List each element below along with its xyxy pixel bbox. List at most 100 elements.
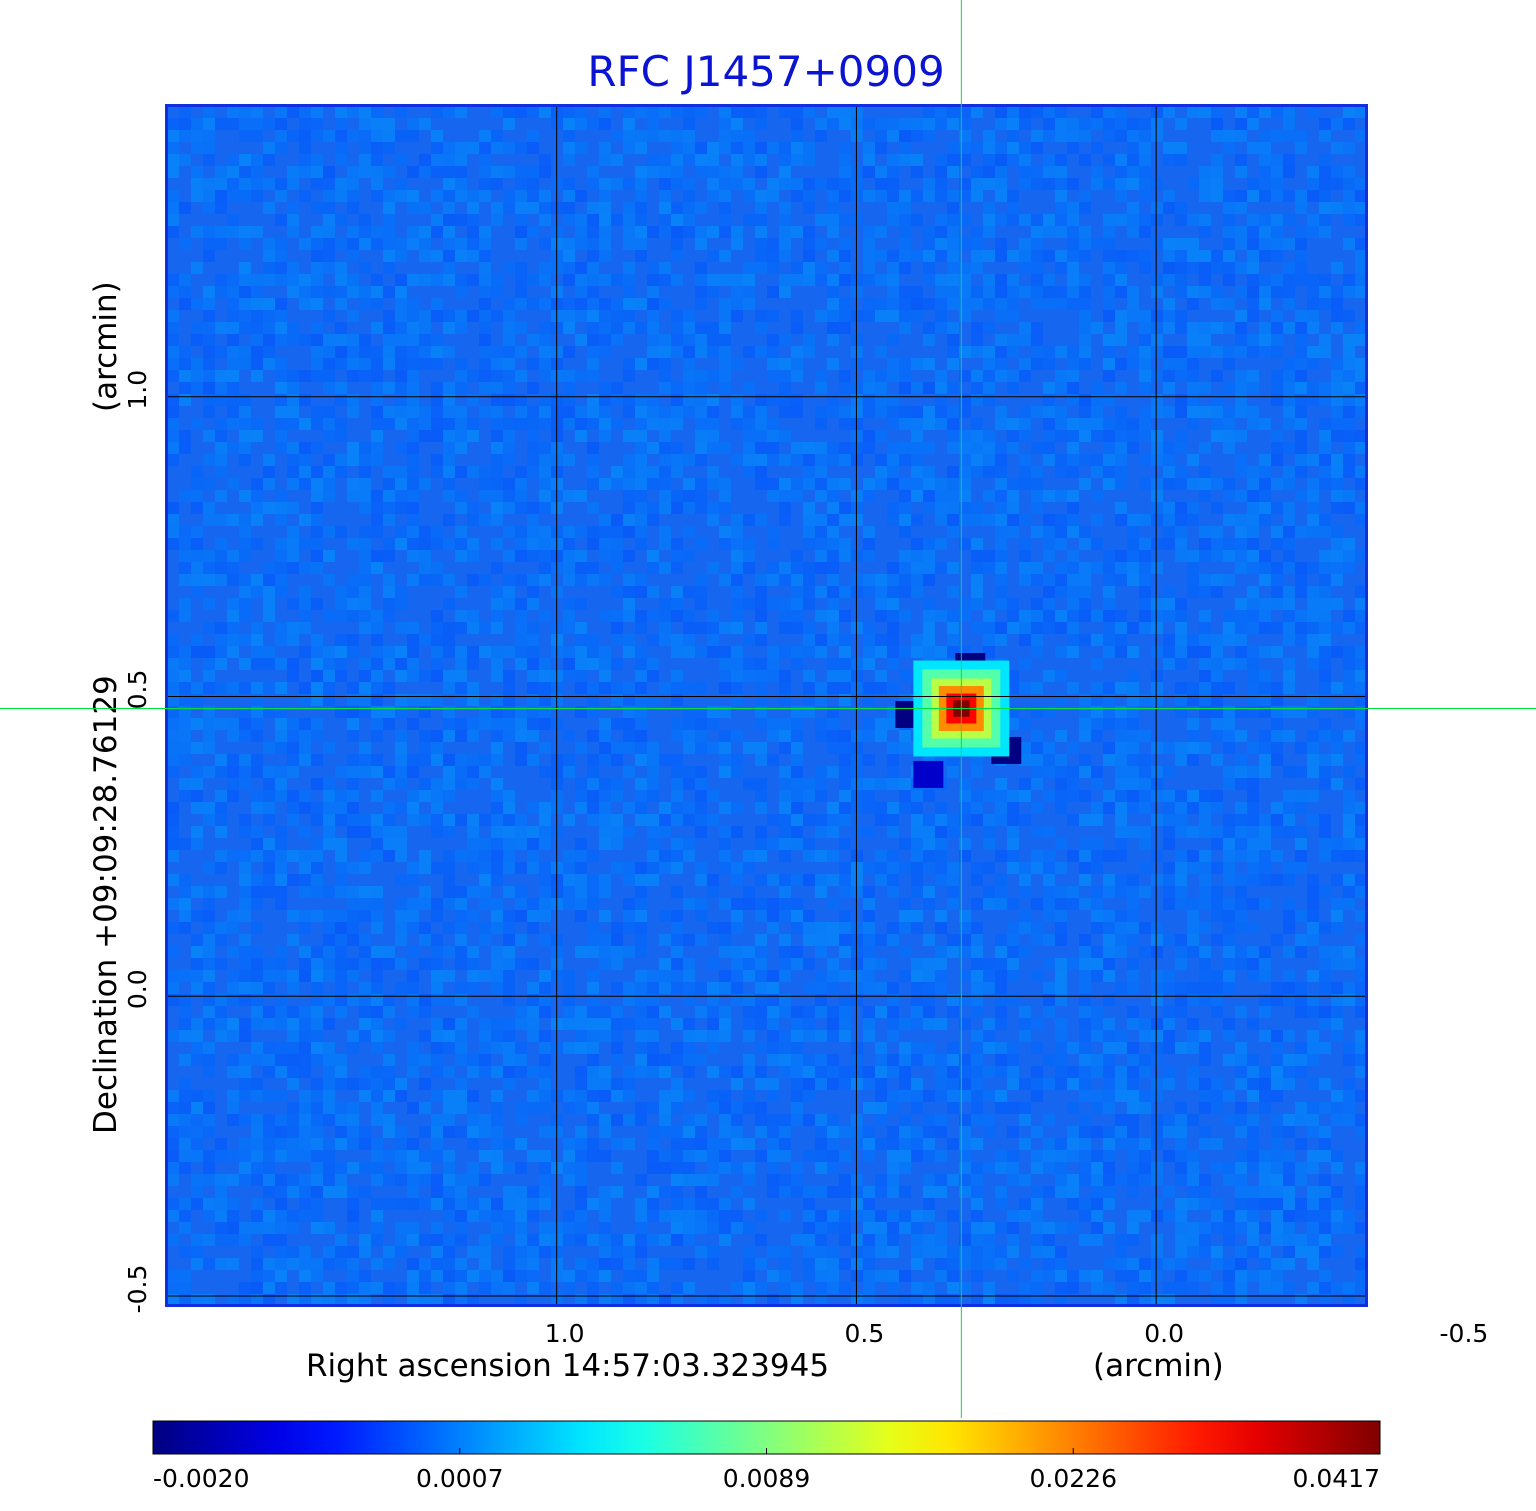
noise-cell — [635, 790, 647, 802]
noise-cell — [683, 898, 695, 910]
noise-cell — [227, 682, 239, 694]
noise-cell — [203, 154, 215, 166]
noise-cell — [1355, 238, 1366, 250]
noise-cell — [887, 394, 899, 406]
noise-cell — [395, 838, 407, 850]
noise-cell — [431, 634, 443, 646]
noise-cell — [251, 418, 263, 430]
noise-cell — [851, 310, 863, 322]
noise-cell — [707, 646, 719, 658]
noise-cell — [1031, 850, 1043, 862]
noise-cell — [647, 298, 659, 310]
noise-cell — [791, 130, 803, 142]
noise-cell — [1139, 142, 1151, 154]
noise-cell — [707, 154, 719, 166]
noise-cell — [1223, 478, 1235, 490]
noise-cell — [179, 382, 191, 394]
noise-cell — [1259, 706, 1271, 718]
noise-cell — [299, 118, 311, 130]
noise-cell — [1307, 298, 1319, 310]
noise-cell — [1331, 538, 1343, 550]
noise-cell — [671, 970, 683, 982]
noise-cell — [683, 190, 695, 202]
noise-cell — [767, 874, 779, 886]
noise-cell — [1187, 562, 1199, 574]
noise-cell — [311, 202, 323, 214]
noise-cell — [863, 154, 875, 166]
noise-cell — [1175, 982, 1187, 994]
noise-cell — [1355, 994, 1366, 1006]
noise-cell — [455, 550, 467, 562]
noise-cell — [1175, 634, 1187, 646]
noise-cell — [527, 274, 539, 286]
noise-cell — [479, 814, 491, 826]
noise-cell — [863, 1018, 875, 1030]
noise-cell — [755, 598, 767, 610]
noise-cell — [1247, 670, 1259, 682]
noise-cell — [167, 694, 179, 706]
noise-cell — [1343, 310, 1355, 322]
noise-cell — [1283, 586, 1295, 598]
noise-cell — [791, 742, 803, 754]
noise-cell — [1319, 466, 1331, 478]
noise-cell — [779, 778, 791, 790]
noise-cell — [467, 826, 479, 838]
noise-cell — [863, 946, 875, 958]
noise-cell — [215, 490, 227, 502]
noise-cell — [1331, 382, 1343, 394]
noise-cell — [623, 586, 635, 598]
noise-cell — [1091, 766, 1103, 778]
noise-cell — [659, 466, 671, 478]
noise-cell — [719, 250, 731, 262]
noise-cell — [791, 154, 803, 166]
noise-cell — [275, 274, 287, 286]
noise-cell — [983, 886, 995, 898]
noise-cell — [1307, 910, 1319, 922]
noise-cell — [515, 886, 527, 898]
noise-cell — [467, 610, 479, 622]
noise-cell — [1067, 598, 1079, 610]
noise-cell — [851, 766, 863, 778]
noise-cell — [299, 1006, 311, 1018]
noise-cell — [311, 1006, 323, 1018]
noise-cell — [1355, 358, 1366, 370]
noise-cell — [191, 166, 203, 178]
noise-cell — [1211, 754, 1223, 766]
noise-cell — [1355, 382, 1366, 394]
noise-cell — [479, 478, 491, 490]
noise-cell — [1283, 406, 1295, 418]
noise-cell — [911, 862, 923, 874]
noise-cell — [299, 1030, 311, 1042]
noise-cell — [203, 346, 215, 358]
noise-cell — [1247, 826, 1259, 838]
noise-cell — [335, 598, 347, 610]
noise-cell — [443, 886, 455, 898]
noise-cell — [695, 238, 707, 250]
noise-cell — [659, 274, 671, 286]
noise-cell — [995, 406, 1007, 418]
noise-cell — [251, 694, 263, 706]
noise-cell — [395, 982, 407, 994]
noise-cell — [539, 202, 551, 214]
noise-cell — [407, 274, 419, 286]
noise-cell — [467, 886, 479, 898]
noise-cell — [1043, 934, 1055, 946]
noise-cell — [299, 238, 311, 250]
noise-cell — [275, 502, 287, 514]
noise-cell — [491, 610, 503, 622]
noise-cell — [719, 730, 731, 742]
noise-cell — [395, 706, 407, 718]
noise-cell — [935, 514, 947, 526]
noise-cell — [1007, 934, 1019, 946]
noise-cell — [287, 814, 299, 826]
noise-cell — [299, 622, 311, 634]
noise-cell — [791, 646, 803, 658]
noise-cell — [515, 346, 527, 358]
noise-cell — [587, 214, 599, 226]
noise-cell — [1127, 346, 1139, 358]
noise-cell — [347, 130, 359, 142]
noise-cell — [1223, 970, 1235, 982]
noise-cell — [1295, 382, 1307, 394]
noise-cell — [611, 274, 623, 286]
noise-cell — [1355, 214, 1366, 226]
